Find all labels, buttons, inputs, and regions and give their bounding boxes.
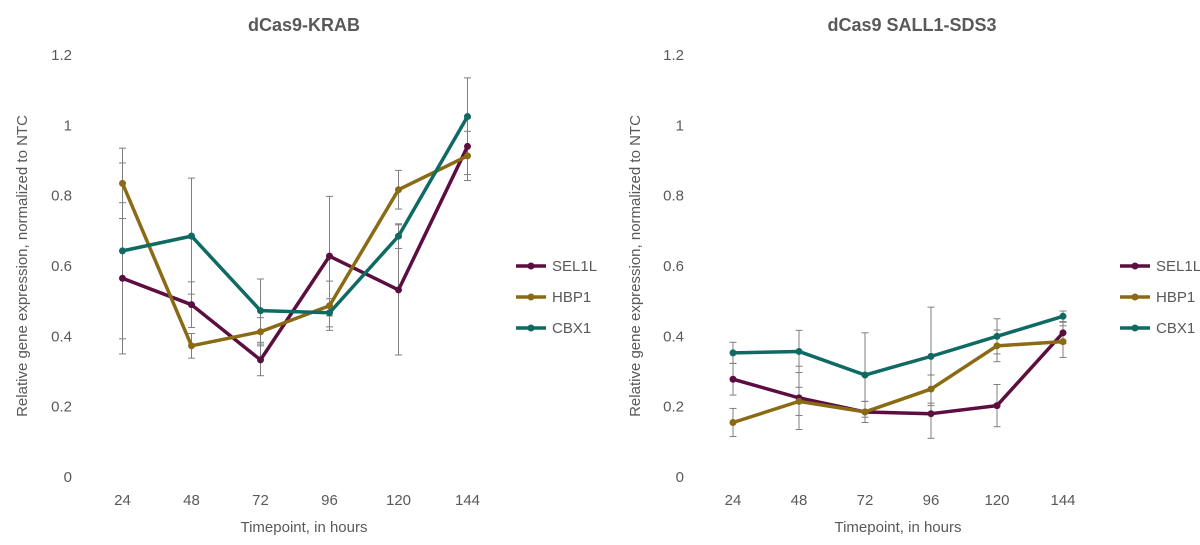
legend-item-cbx1: CBX1	[1120, 320, 1195, 337]
data-point-hbp1	[119, 179, 126, 187]
x-tick-label: 72	[252, 492, 269, 509]
chart-title: dCas9-KRAB	[248, 15, 360, 35]
legend-label: CBX1	[1156, 320, 1195, 337]
data-point-cbx1	[326, 309, 333, 317]
data-point-cbx1	[1059, 312, 1067, 320]
data-point-sel1l	[257, 356, 264, 364]
series-line-hbp1	[120, 154, 469, 348]
series-line-sel1l	[121, 145, 470, 362]
data-point-cbx1	[188, 232, 195, 240]
y-tick-label: 0.2	[51, 399, 72, 416]
legend-label: HBP1	[1156, 289, 1195, 306]
x-tick-label: 120	[984, 492, 1009, 509]
legend-item-cbx1: CBX1	[516, 320, 591, 337]
data-point-cbx1	[993, 332, 1001, 340]
series-line-cbx1	[122, 115, 470, 315]
y-tick-label: 1	[676, 117, 684, 134]
y-tick-label: 1	[64, 117, 72, 134]
data-point-cbx1	[119, 247, 126, 255]
legend-label: CBX1	[552, 320, 591, 337]
y-tick-label: 0	[64, 469, 72, 486]
data-point-cbx1	[927, 352, 935, 360]
x-tick-label: 24	[725, 492, 742, 509]
data-point-cbx1	[861, 371, 869, 379]
x-tick-label: 144	[1050, 492, 1075, 509]
data-point-hbp1	[993, 342, 1001, 350]
data-point-hbp1	[395, 186, 402, 194]
data-point-hbp1	[795, 397, 803, 405]
series-line-sel1l	[732, 331, 1065, 416]
series-line-cbx1	[732, 314, 1064, 377]
x-tick-label: 48	[183, 492, 200, 509]
data-point-cbx1	[464, 113, 471, 121]
y-tick-label: 0.4	[51, 328, 72, 345]
x-tick-label: 96	[923, 492, 940, 509]
y-axis-label: Relative gene expression, normalized to …	[14, 115, 31, 417]
legend-item-sel1l: SEL1L	[516, 258, 597, 275]
legend-label: SEL1L	[552, 258, 597, 275]
legend-item-sel1l: SEL1L	[1120, 258, 1200, 275]
data-point-hbp1	[729, 418, 737, 426]
data-point-sel1l	[119, 274, 126, 282]
y-axis-label: Relative gene expression, normalized to …	[627, 115, 644, 417]
y-tick-label: 1.2	[51, 47, 72, 64]
y-tick-label: 0.2	[663, 399, 684, 416]
legend-label: SEL1L	[1156, 258, 1200, 275]
y-tick-label: 0.8	[51, 188, 72, 205]
legend-item-hbp1: HBP1	[516, 289, 591, 306]
data-point-hbp1	[326, 302, 333, 310]
y-tick-label: 0.6	[51, 258, 72, 275]
chart-title: dCas9 SALL1-SDS3	[827, 15, 996, 35]
x-tick-label: 120	[386, 492, 411, 509]
y-tick-label: 0.4	[663, 328, 684, 345]
data-point-hbp1	[464, 152, 471, 160]
data-point-hbp1	[188, 342, 195, 350]
data-point-sel1l	[993, 402, 1001, 410]
x-axis-label: Timepoint, in hours	[240, 519, 367, 536]
legend-item-hbp1: HBP1	[1120, 289, 1195, 306]
data-point-sel1l	[188, 301, 195, 309]
y-tick-label: 1.2	[663, 47, 684, 64]
data-point-sel1l	[395, 286, 402, 294]
data-point-hbp1	[257, 328, 264, 336]
x-tick-label: 72	[857, 492, 874, 509]
data-point-cbx1	[795, 347, 803, 355]
data-point-sel1l	[464, 142, 471, 150]
data-point-cbx1	[395, 232, 402, 240]
data-point-sel1l	[927, 410, 935, 418]
x-axis-label: Timepoint, in hours	[834, 519, 961, 536]
chart-sall1-sds3: dCas9 SALL1-SDS3 Timepoint, in hours Rel…	[627, 15, 1200, 536]
data-point-hbp1	[927, 385, 935, 393]
data-point-sel1l	[729, 375, 737, 383]
x-tick-label: 24	[114, 492, 131, 509]
chart-krab: dCas9-KRAB Timepoint, in hours Relative …	[14, 15, 597, 536]
data-point-cbx1	[257, 307, 264, 315]
x-tick-label: 96	[321, 492, 338, 509]
y-tick-label: 0.8	[663, 188, 684, 205]
y-tick-label: 0	[676, 469, 684, 486]
data-point-cbx1	[729, 349, 737, 357]
series-line-hbp1	[732, 339, 1064, 425]
y-tick-label: 0.6	[663, 258, 684, 275]
x-tick-label: 144	[455, 492, 480, 509]
legend-label: HBP1	[552, 289, 591, 306]
x-tick-label: 48	[791, 492, 808, 509]
data-point-sel1l	[326, 252, 333, 260]
data-point-sel1l	[1059, 329, 1067, 337]
data-point-hbp1	[861, 408, 869, 416]
data-point-hbp1	[1059, 338, 1067, 346]
